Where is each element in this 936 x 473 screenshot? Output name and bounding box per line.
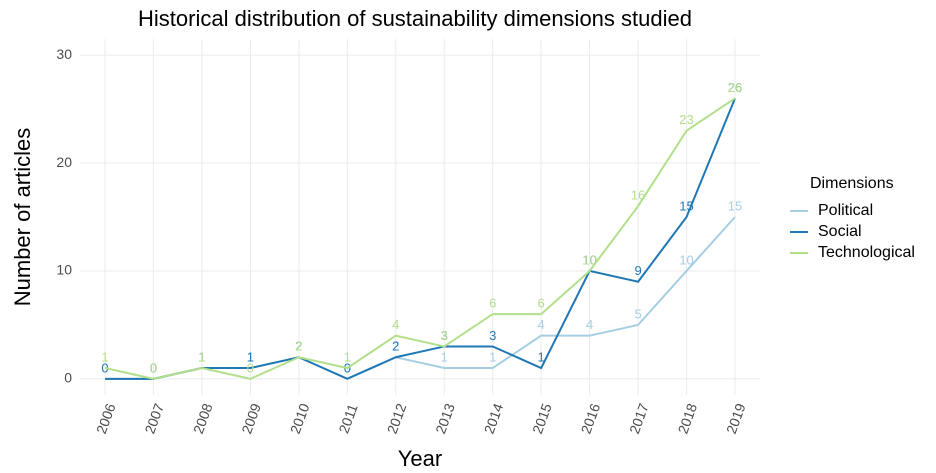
x-tick-label: 2013 xyxy=(432,401,458,436)
data-label: 1 xyxy=(538,349,545,364)
data-label: 4 xyxy=(392,317,399,332)
legend-label: Political xyxy=(818,202,873,219)
chart-title: Historical distribution of sustainabilit… xyxy=(138,6,692,31)
data-label: 26 xyxy=(728,80,742,95)
data-label: 2 xyxy=(295,339,302,354)
data-label: 1 xyxy=(198,349,205,364)
y-tick-label: 0 xyxy=(64,370,72,386)
data-label: 1 xyxy=(489,349,496,364)
legend-title: Dimensions xyxy=(810,175,894,192)
data-label: 9 xyxy=(634,263,641,278)
x-tick-label: 2007 xyxy=(141,401,167,436)
data-label: 1 xyxy=(198,349,205,364)
data-label: 1 xyxy=(344,349,351,364)
x-tick-label: 2010 xyxy=(287,401,313,436)
data-label: 0 xyxy=(101,360,108,375)
x-tick-label: 2014 xyxy=(481,401,507,436)
x-tick-label: 2017 xyxy=(626,401,652,436)
data-label: 4 xyxy=(586,317,593,332)
data-label: 23 xyxy=(679,112,693,127)
x-axis-label: Year xyxy=(398,446,442,471)
y-tick-label: 10 xyxy=(56,262,72,278)
data-label: 0 xyxy=(101,360,108,375)
data-label: 5 xyxy=(634,306,641,321)
x-tick-label: 2008 xyxy=(190,401,216,436)
data-label: 0 xyxy=(150,360,157,375)
data-label: 2 xyxy=(392,339,399,354)
legend-label: Technological xyxy=(818,244,915,261)
data-label: 1 xyxy=(101,349,108,364)
x-tick-label: 2016 xyxy=(578,401,604,436)
x-tick-label: 2011 xyxy=(335,401,360,435)
data-label: 1 xyxy=(198,349,205,364)
x-tick-label: 2006 xyxy=(93,401,119,436)
data-label: 0 xyxy=(150,360,157,375)
data-label: 3 xyxy=(441,328,448,343)
line-series xyxy=(104,97,736,380)
data-label: 10 xyxy=(679,252,693,267)
data-label: 0 xyxy=(247,360,254,375)
data-label: 1 xyxy=(247,349,254,364)
data-label: 1 xyxy=(441,349,448,364)
data-label: 0 xyxy=(150,360,157,375)
data-label: 2 xyxy=(295,339,302,354)
data-label: 3 xyxy=(489,328,496,343)
data-label: 16 xyxy=(631,188,645,203)
y-tick-label: 20 xyxy=(56,154,72,170)
data-label: 10 xyxy=(582,252,596,267)
data-label: 15 xyxy=(728,198,742,213)
x-tick-label: 2019 xyxy=(723,401,749,436)
legend-label: Social xyxy=(818,223,862,240)
x-tick-label: 2012 xyxy=(384,401,410,436)
data-label: 6 xyxy=(489,296,496,311)
data-label: 3 xyxy=(441,328,448,343)
data-label: 4 xyxy=(538,317,545,332)
data-label: 6 xyxy=(538,296,545,311)
y-tick-label: 30 xyxy=(56,46,72,62)
x-tick-label: 2015 xyxy=(529,401,555,436)
data-label: 10 xyxy=(582,252,596,267)
y-axis-label: Number of articles xyxy=(10,128,35,307)
data-label: 2 xyxy=(392,339,399,354)
x-tick-label: 2018 xyxy=(674,401,700,436)
x-tick-label: 2009 xyxy=(238,401,264,436)
data-label: 2 xyxy=(295,339,302,354)
data-label: 15 xyxy=(679,198,693,213)
data-label: 26 xyxy=(728,80,742,95)
data-label: 1 xyxy=(247,349,254,364)
line-series xyxy=(105,97,736,380)
